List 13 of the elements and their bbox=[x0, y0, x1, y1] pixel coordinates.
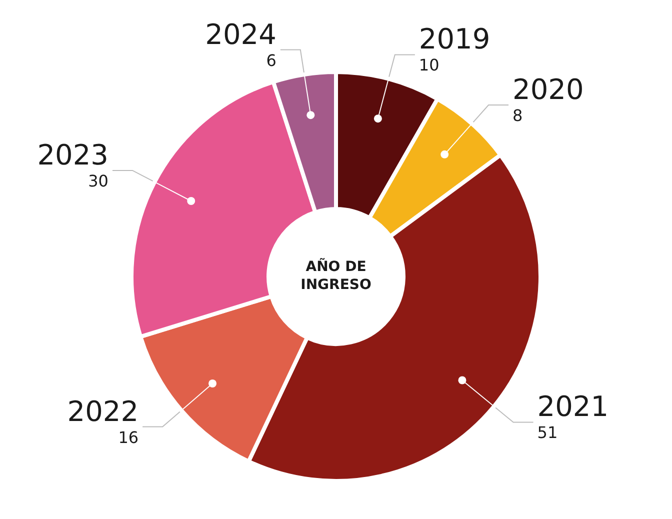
data-label: 51 bbox=[537, 423, 558, 442]
slice-label: 2024 bbox=[205, 18, 276, 51]
slice-label: 2023 bbox=[37, 138, 108, 172]
slice-label: 2022 bbox=[67, 394, 139, 428]
slice-label: 2020 bbox=[512, 73, 584, 106]
slice-label: 2019 bbox=[418, 22, 490, 56]
data-label: 8 bbox=[512, 106, 523, 126]
slice-label: 2021 bbox=[537, 390, 609, 424]
data-label: 16 bbox=[118, 428, 139, 447]
data-label: 30 bbox=[88, 171, 108, 190]
data-label: 10 bbox=[418, 56, 440, 75]
data-label: 6 bbox=[266, 50, 276, 70]
text: AÑO DE INGRESO bbox=[300, 258, 372, 294]
